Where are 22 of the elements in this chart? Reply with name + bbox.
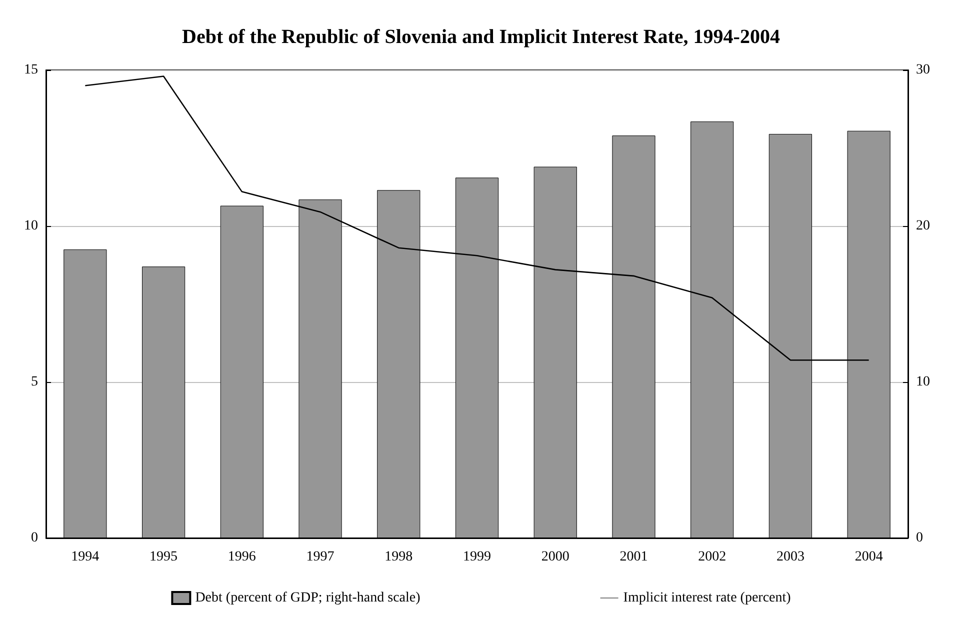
x-tick-label: 2003 (776, 550, 804, 564)
y2-tick-label: 10 (916, 374, 930, 390)
y-tick-label: 15 (24, 62, 38, 78)
chart-title: Debt of the Republic of Slovenia and Implicit Interest Rate, 1994-2004 (182, 26, 780, 48)
x-tick-label: 2000 (541, 550, 570, 564)
legend-label: Implicit interest rate (percent) (623, 590, 792, 606)
x-tick-label: 1998 (384, 550, 413, 564)
y-tick-label: 5 (31, 374, 38, 390)
x-tick-label: 2002 (698, 550, 726, 564)
x-tick-label: 1997 (306, 550, 334, 564)
x-tick-label: 1996 (228, 550, 256, 564)
y-tick-label: 0 (31, 530, 38, 546)
x-tick-label: 1995 (150, 550, 178, 564)
y2-tick-label: 0 (916, 530, 923, 546)
x-tick-label: 1994 (71, 550, 100, 564)
x-tick-label: 1999 (463, 550, 491, 564)
y-tick-label: 10 (24, 218, 38, 234)
y2-tick-label: 30 (916, 62, 930, 78)
x-tick-label: 2004 (854, 550, 883, 564)
y2-tick-label: 20 (916, 218, 930, 234)
x-tick-label: 2001 (620, 550, 648, 564)
legend-label: Debt (percent of GDP; right-hand scale) (195, 590, 421, 606)
